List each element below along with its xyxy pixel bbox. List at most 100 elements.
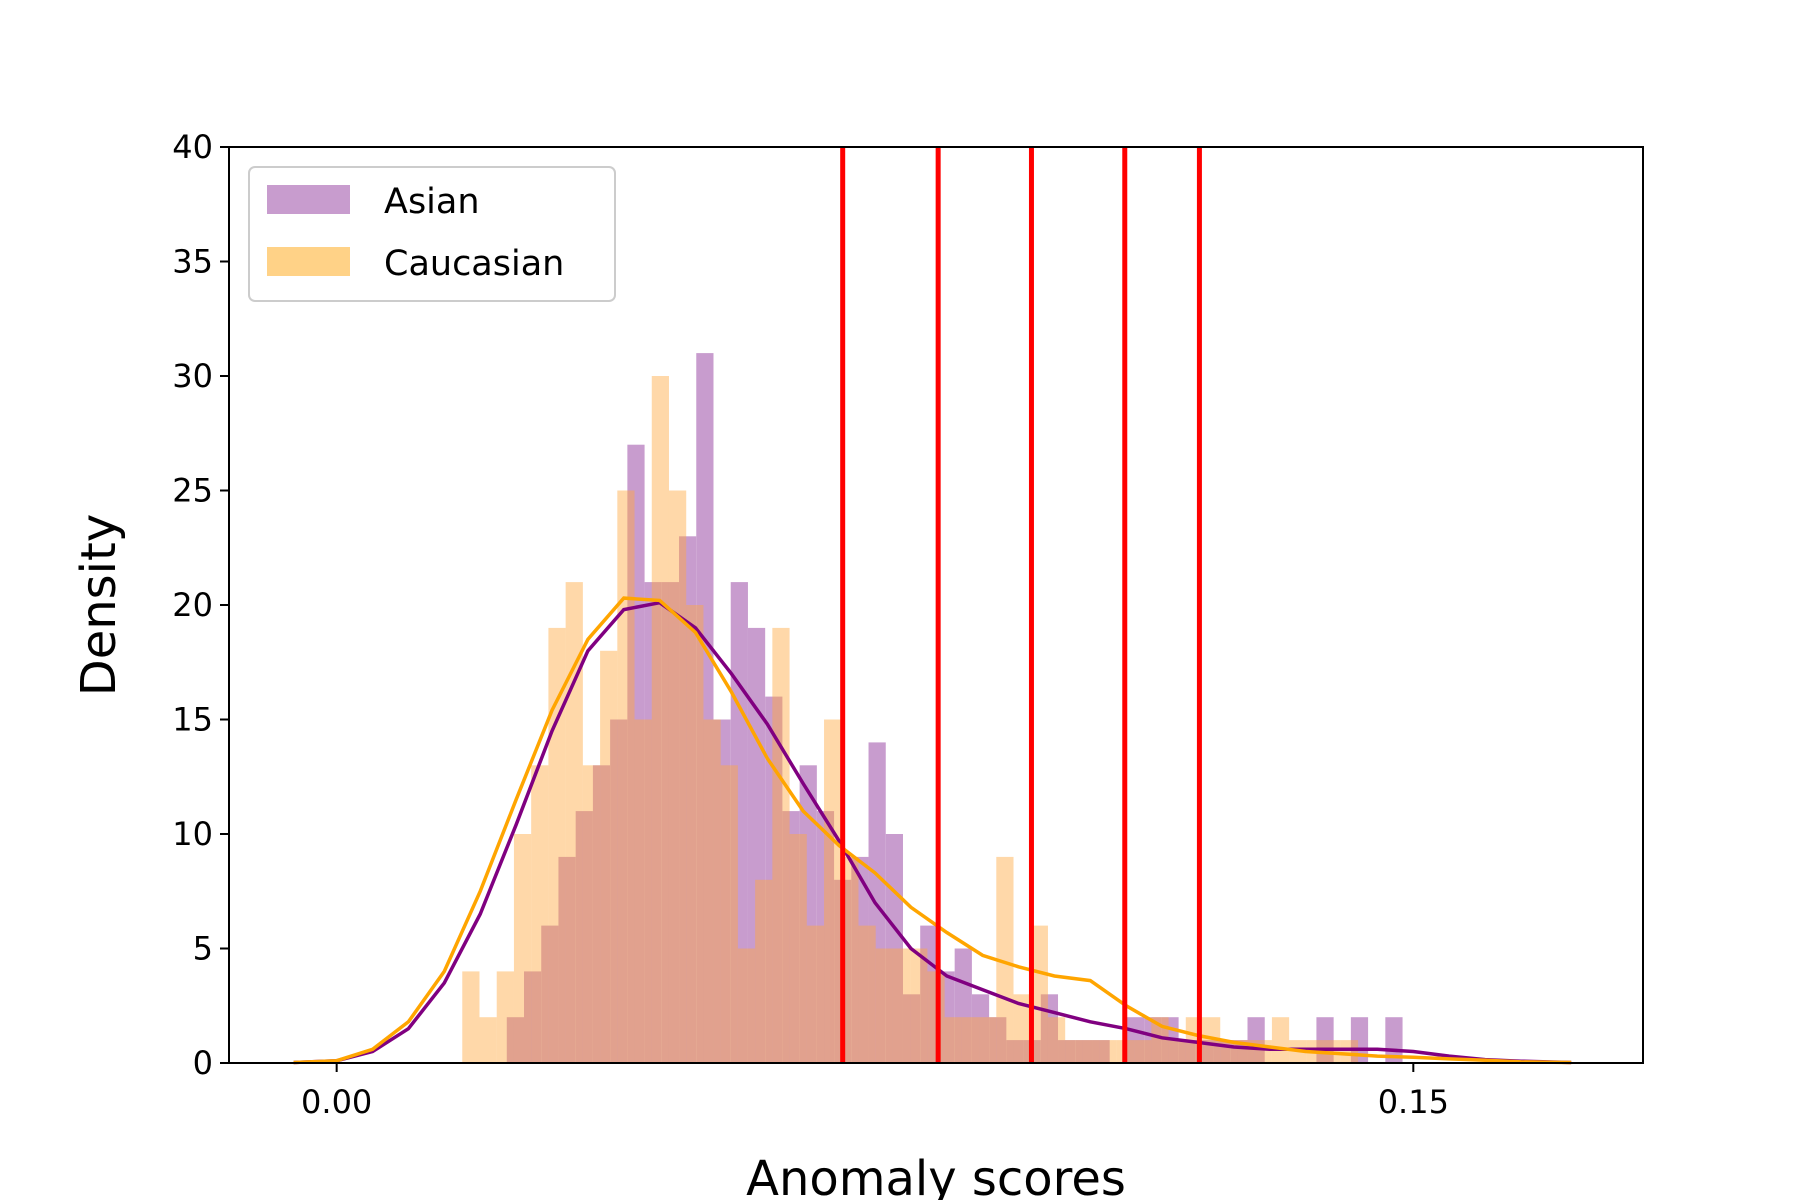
asian-bar [679, 536, 697, 1063]
asian-bar [696, 353, 714, 1064]
legend-label-asian: Asian [384, 182, 480, 222]
caucasian-bar [979, 1017, 997, 1063]
asian-bar [885, 834, 903, 1063]
y-axis-label: Density [71, 514, 127, 696]
caucasian-bar [961, 1017, 980, 1063]
x-axis-ticks: 0.00 0.15 [301, 1063, 1449, 1121]
asian-bar [747, 627, 766, 1063]
asian-bar [661, 582, 680, 1063]
legend-swatch-asian [267, 185, 350, 214]
caucasian-bar [548, 627, 566, 1063]
caucasian-bar [634, 719, 652, 1063]
caucasian-bar [841, 856, 859, 1063]
asian-bar [1247, 1017, 1265, 1063]
asian-bar [989, 1017, 1007, 1063]
asian-bar [1144, 1017, 1162, 1063]
asian-bar [506, 1017, 525, 1063]
asian-bar [799, 765, 817, 1063]
caucasian-bar [858, 925, 876, 1063]
asian-bar [782, 811, 800, 1063]
caucasian-bar [582, 765, 601, 1063]
y-axis-ticks: 0 5 10 15 20 25 30 35 40 [172, 128, 229, 1082]
y-tick-label: 0 [193, 1044, 213, 1082]
caucasian-bar [910, 948, 928, 1063]
y-tick-label: 5 [193, 930, 213, 968]
caucasian-bar [531, 765, 549, 1063]
caucasian-bar [1030, 925, 1048, 1063]
caucasian-bar [944, 1017, 962, 1063]
caucasian-kde-line [293, 596, 1572, 1065]
caucasian-bar [617, 490, 635, 1063]
caucasian-bar [1271, 1017, 1290, 1063]
asian-bar [541, 925, 559, 1063]
caucasian-bar [1013, 994, 1031, 1063]
caucasian-bar [600, 650, 618, 1063]
asian-bar [575, 811, 593, 1063]
asian-bar [1178, 1040, 1196, 1063]
asian-bar [1006, 1040, 1024, 1063]
legend-label-caucasian: Caucasian [384, 244, 564, 284]
asian-kde-line [293, 600, 1572, 1065]
y-tick-label: 40 [172, 128, 213, 166]
threshold-lines [840, 147, 1202, 1063]
asian-bar [1092, 1040, 1110, 1063]
x-axis-label: Anomaly scores [746, 1151, 1126, 1200]
caucasian-bar [1254, 1040, 1272, 1063]
asian-bar [610, 719, 628, 1063]
legend: Asian Caucasian [248, 166, 616, 302]
y-tick-label: 30 [172, 357, 213, 395]
asian-bar [524, 971, 542, 1063]
caucasian-bar [806, 925, 825, 1063]
x-tick-label: 0.15 [1378, 1083, 1449, 1121]
caucasian-bar [513, 834, 532, 1063]
asian-bar [1350, 1017, 1369, 1063]
caucasian-bar [892, 948, 911, 1063]
x-tick-label: 0.00 [301, 1083, 372, 1121]
asian-bar [558, 856, 576, 1063]
caucasian-bar [703, 719, 721, 1063]
caucasian-bar [651, 376, 669, 1063]
caucasian-bar [1047, 1017, 1066, 1063]
caucasian-bar [1082, 1040, 1100, 1063]
caucasian-bar [875, 948, 893, 1063]
y-tick-label: 35 [172, 243, 213, 281]
caucasian-bar [1340, 1040, 1359, 1063]
legend-swatch-caucasian [267, 247, 350, 276]
asian-bar [851, 856, 869, 1063]
asian-bar [1075, 1040, 1093, 1063]
kde-layer [293, 596, 1572, 1065]
caucasian-bar [565, 582, 583, 1063]
caucasian-bar [496, 971, 514, 1063]
caucasian-bar [479, 1017, 497, 1063]
asian-bar [902, 994, 921, 1063]
caucasian-bar [996, 856, 1014, 1063]
caucasian-bar [1203, 1017, 1221, 1063]
caucasian-bar [772, 627, 790, 1063]
asian-bar [1058, 1040, 1076, 1063]
caucasian-bar [1099, 1040, 1117, 1063]
asian-bar [592, 765, 611, 1063]
caucasian-bar [755, 879, 773, 1063]
caucasian-bar [1065, 1040, 1083, 1063]
asian-bar [937, 971, 955, 1063]
caucasian-bar [1168, 1040, 1186, 1063]
y-tick-label: 15 [172, 701, 213, 739]
y-tick-label: 20 [172, 586, 213, 624]
caucasian-bar [462, 971, 480, 1063]
y-tick-label: 10 [172, 815, 213, 853]
asian-bar [816, 811, 835, 1063]
caucasian-bar [686, 605, 704, 1063]
caucasian-bar [737, 948, 756, 1063]
asian-bar [644, 582, 662, 1063]
caucasian-bar [1134, 1040, 1152, 1063]
asian-bar [713, 719, 731, 1063]
caucasian-bar [824, 719, 842, 1063]
asian-bar [971, 994, 990, 1063]
caucasian-bar [720, 765, 738, 1063]
asian-bar [765, 696, 783, 1063]
caucasian-bar [668, 490, 687, 1063]
y-tick-label: 25 [172, 472, 213, 510]
asian-bar [954, 948, 972, 1063]
caucasian-bar [789, 834, 807, 1063]
